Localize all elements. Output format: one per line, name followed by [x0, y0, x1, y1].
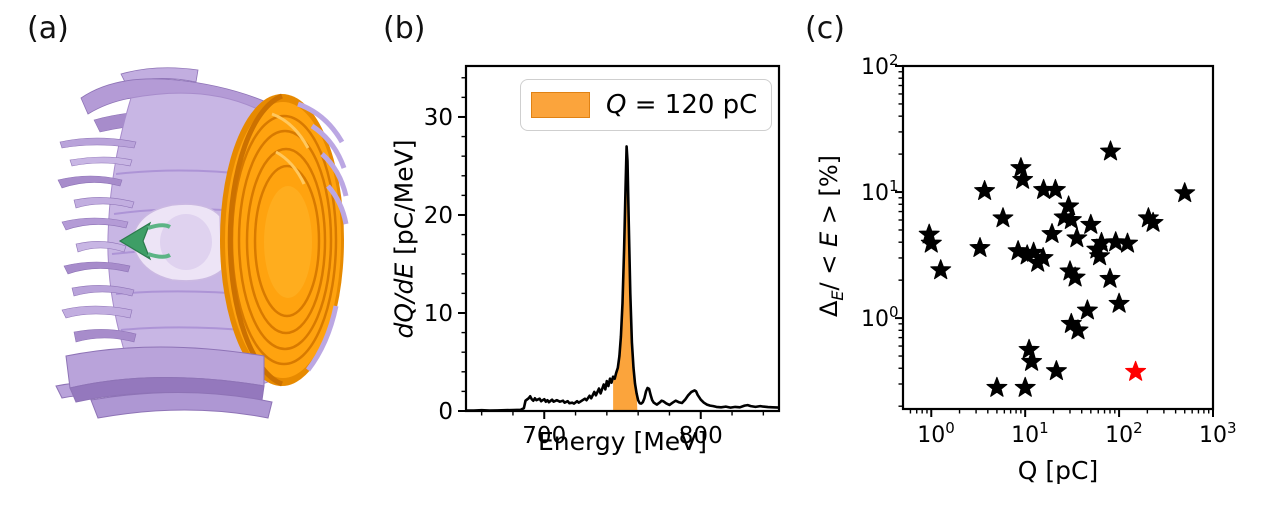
b-y-axis-label: dQ/dE [pC/MeV] — [389, 139, 419, 339]
svg-text:101: 101 — [1011, 419, 1049, 448]
panel-a-label: (a) — [27, 11, 69, 46]
laser-pulse-isosurface — [220, 93, 344, 387]
svg-text:100: 100 — [917, 419, 955, 448]
svg-text:103: 103 — [1199, 419, 1237, 448]
svg-text:102: 102 — [861, 51, 899, 80]
legend: Q = 120 pC — [520, 79, 772, 131]
wake-rim-crescents — [297, 101, 349, 372]
ion-cavity-texture — [160, 214, 212, 270]
c-y-axis-label: ΔE/ < E > [%] — [815, 154, 847, 318]
panel-c-label: (c) — [805, 11, 845, 46]
svg-text:30: 30 — [424, 105, 453, 131]
svg-text:102: 102 — [1105, 419, 1143, 448]
c-x-axis-label: Q [pC] — [1017, 456, 1099, 485]
wake-jagged-slivers — [57, 137, 137, 343]
wake-bottom-slabs — [55, 346, 273, 419]
svg-text:0: 0 — [438, 399, 453, 425]
legend-swatch — [531, 92, 590, 118]
laser-propagation-arrow-icon — [118, 221, 171, 261]
svg-text:101: 101 — [861, 177, 899, 206]
svg-text:800: 800 — [679, 423, 723, 449]
isosurface-render — [55, 67, 349, 419]
b-x-axis-label: Energy [MeV] — [537, 427, 708, 456]
legend-label: Q = 120 pC — [606, 90, 758, 120]
energy-spectrum-chart: 700 800 0 10 20 30 — [424, 64, 781, 449]
svg-text:10: 10 — [424, 301, 453, 327]
charge-vs-energyspread-chart: 100 101 102 103 100 101 102 — [861, 51, 1237, 448]
svg-text:700: 700 — [522, 423, 566, 449]
svg-text:20: 20 — [424, 203, 453, 229]
svg-text:100: 100 — [861, 303, 899, 332]
panel-b-label: (b) — [383, 11, 426, 46]
